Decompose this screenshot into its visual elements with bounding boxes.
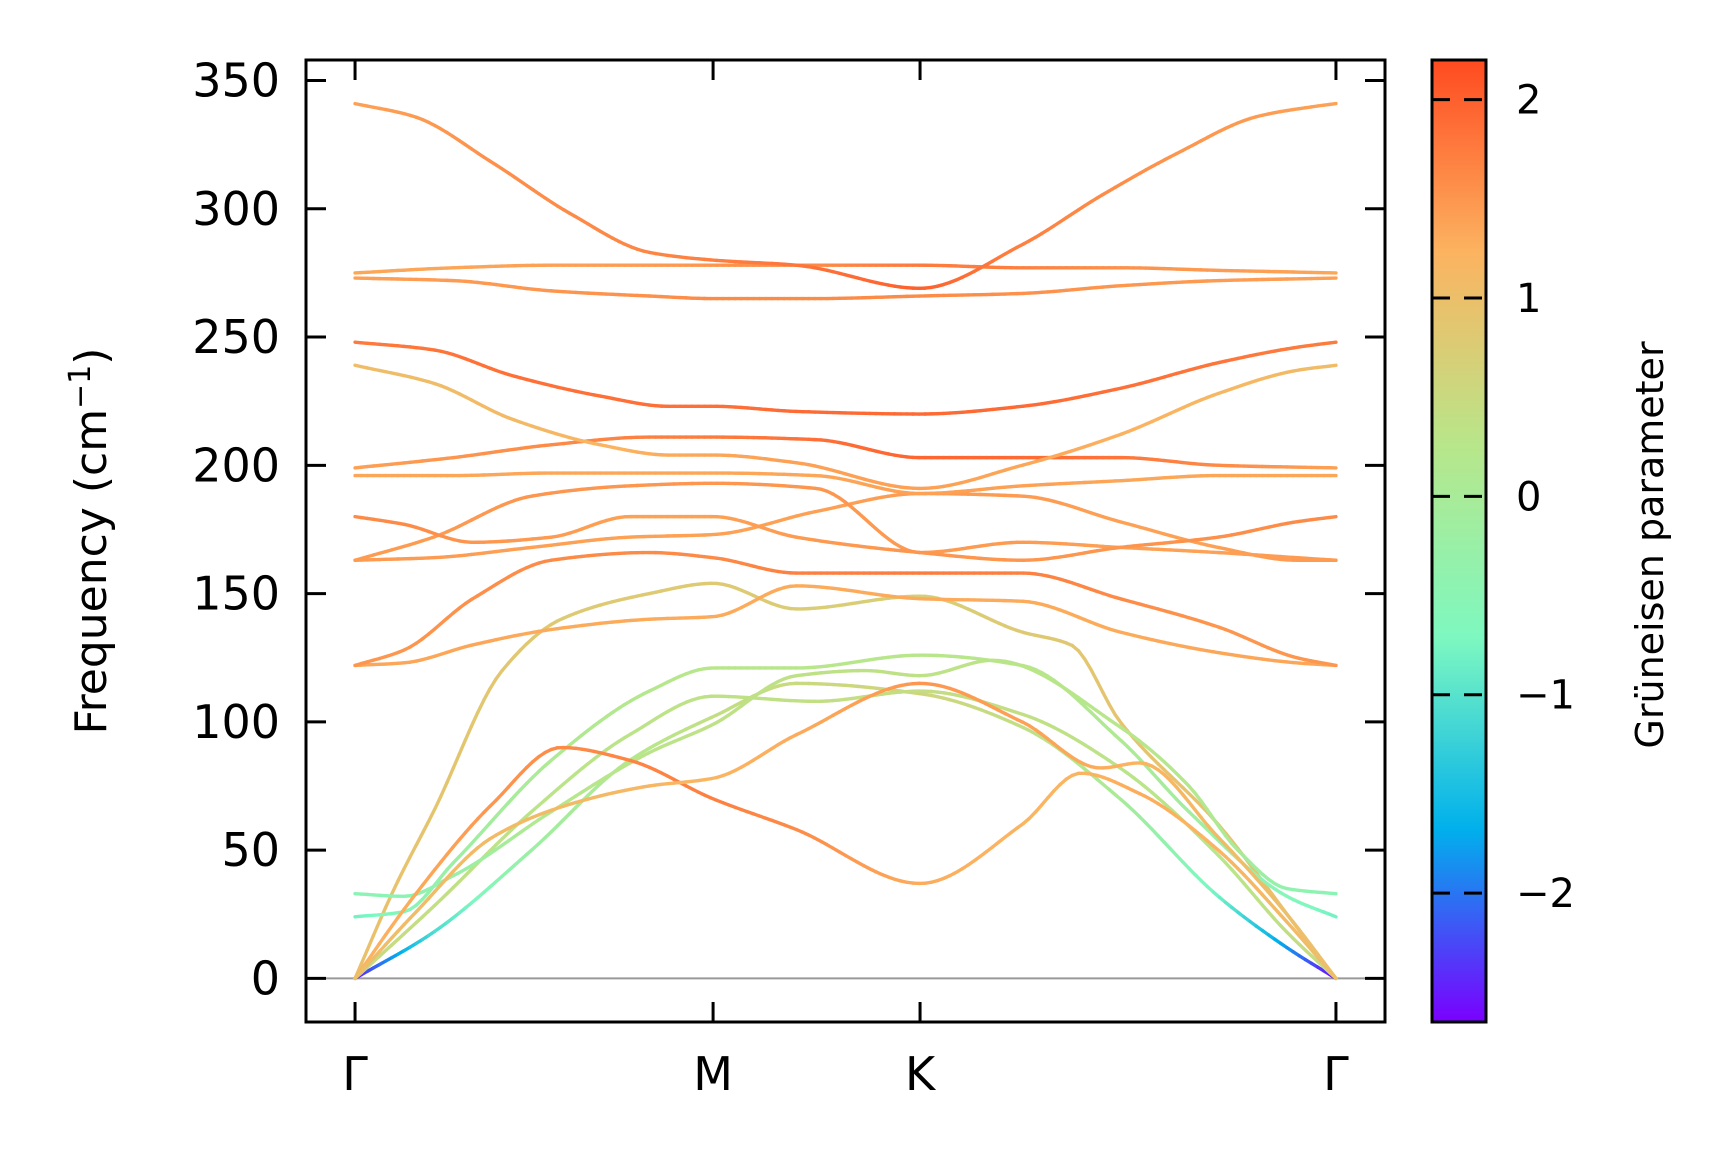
- y-tick-label: 350: [192, 54, 280, 108]
- band-series-group: [353, 101, 1338, 981]
- band-segment: [1217, 825, 1228, 838]
- plot-area: 0 50 100 150 200 250 300 350 Γ M K Γ Frequency (cm…: [63, 54, 1387, 1101]
- band-segment: [1328, 340, 1338, 345]
- band-band-122a: [353, 584, 1338, 668]
- band-optical-low-b: [353, 681, 1338, 981]
- band-segment: [1095, 678, 1105, 695]
- x-tick-label: Γ: [1323, 1047, 1349, 1101]
- band-segment: [1309, 944, 1320, 956]
- colorbar-frame: [1430, 58, 1488, 1024]
- band-segment: [494, 668, 504, 681]
- band-acoustic-3: [353, 581, 1338, 981]
- band-acoustic-2: [353, 689, 1338, 981]
- band-segment: [1089, 667, 1099, 683]
- band-segment: [371, 941, 382, 954]
- band-segment: [439, 780, 449, 798]
- band-optical-low-a: [353, 745, 1338, 981]
- band-segment: [482, 687, 492, 702]
- band-acoustic-1: [353, 681, 1338, 981]
- band-segment: [1199, 799, 1209, 812]
- band-segment: [1101, 690, 1111, 706]
- band-segment: [488, 677, 498, 691]
- band-band-248: [353, 340, 1338, 416]
- band-segment: [396, 866, 406, 883]
- band-segment: [1113, 713, 1124, 726]
- band-segment: [371, 919, 382, 938]
- band-band-199: [353, 435, 1338, 470]
- band-segment: [1328, 968, 1338, 981]
- band-optical-33: [353, 658, 1338, 898]
- y-tick-label: 50: [221, 823, 280, 877]
- band-band-341: [353, 101, 1338, 291]
- y-tick-label: 300: [192, 182, 280, 236]
- band-segment: [445, 766, 455, 785]
- band-segment: [1328, 101, 1338, 107]
- band-segment: [365, 950, 376, 963]
- band-segment: [1082, 657, 1093, 671]
- band-segment: [384, 924, 394, 937]
- y-axis-label: Frequency (cm−1): [63, 348, 117, 735]
- band-segment: [433, 794, 443, 811]
- band-band-273: [353, 276, 1338, 301]
- band-segment: [475, 698, 486, 715]
- colorbar-gradient: [1432, 60, 1486, 1022]
- x-tick-label: Γ: [342, 1047, 368, 1101]
- x-tick-label: M: [693, 1047, 733, 1101]
- x-tick-label: K: [905, 1047, 937, 1101]
- colorbar-tick-label: 2: [1516, 78, 1541, 124]
- band-segment: [469, 710, 480, 728]
- y-axis-ticks: 0 50 100 150 200 250 300 350: [192, 54, 1385, 1005]
- band-segment: [402, 854, 412, 871]
- y-tick-label: 150: [192, 567, 280, 621]
- band-segment: [1248, 862, 1258, 875]
- band-segment: [420, 819, 431, 835]
- band-segment: [1328, 912, 1338, 919]
- band-band-196: [353, 471, 1338, 496]
- band-segment: [1328, 514, 1338, 520]
- colorbar-label: Grüneisen parameter: [1628, 341, 1672, 749]
- band-segment: [1328, 891, 1338, 896]
- band-segment: [1211, 816, 1222, 830]
- band-segment: [1328, 363, 1338, 368]
- band-segment: [1315, 952, 1326, 964]
- band-segment: [414, 831, 425, 847]
- colorbar-ticks: −2 −1 0 1 2: [1432, 78, 1575, 917]
- band-band-122b: [353, 550, 1338, 668]
- band-segment: [463, 724, 474, 742]
- band-segment: [390, 915, 400, 928]
- band-segment: [1321, 960, 1332, 973]
- y-axis-label-exponent: −1: [63, 365, 98, 409]
- y-tick-label: 250: [192, 310, 280, 364]
- colorbar-tick-label: 0: [1516, 474, 1541, 520]
- band-segment: [390, 879, 400, 896]
- band-band-163b: [353, 481, 1338, 562]
- colorbar: −2 −1 0 1 2 Grüneisen parameter: [1430, 58, 1672, 1024]
- band-segment: [408, 843, 419, 859]
- colorbar-tick-label: −2: [1516, 871, 1575, 917]
- plot-frame: [304, 58, 1387, 1024]
- y-tick-label: 0: [251, 951, 280, 1005]
- colorbar-tick-label: −1: [1516, 673, 1575, 719]
- band-segment: [396, 907, 406, 920]
- band-band-275: [353, 263, 1338, 275]
- colorbar-tick-label: 1: [1516, 276, 1541, 322]
- band-band-239: [353, 363, 1338, 491]
- band-segment: [426, 807, 437, 824]
- band-segment: [1205, 807, 1216, 821]
- band-segment: [457, 738, 468, 756]
- band-band-180: [353, 514, 1338, 562]
- band-segment: [1107, 702, 1117, 717]
- band-band-163a: [353, 491, 1338, 562]
- band-segment: [377, 933, 388, 946]
- band-segment: [365, 933, 376, 952]
- band-segment: [451, 752, 461, 771]
- band-segment: [359, 948, 370, 966]
- y-tick-label: 100: [192, 695, 280, 749]
- band-segment: [1328, 662, 1338, 668]
- y-tick-label: 200: [192, 438, 280, 492]
